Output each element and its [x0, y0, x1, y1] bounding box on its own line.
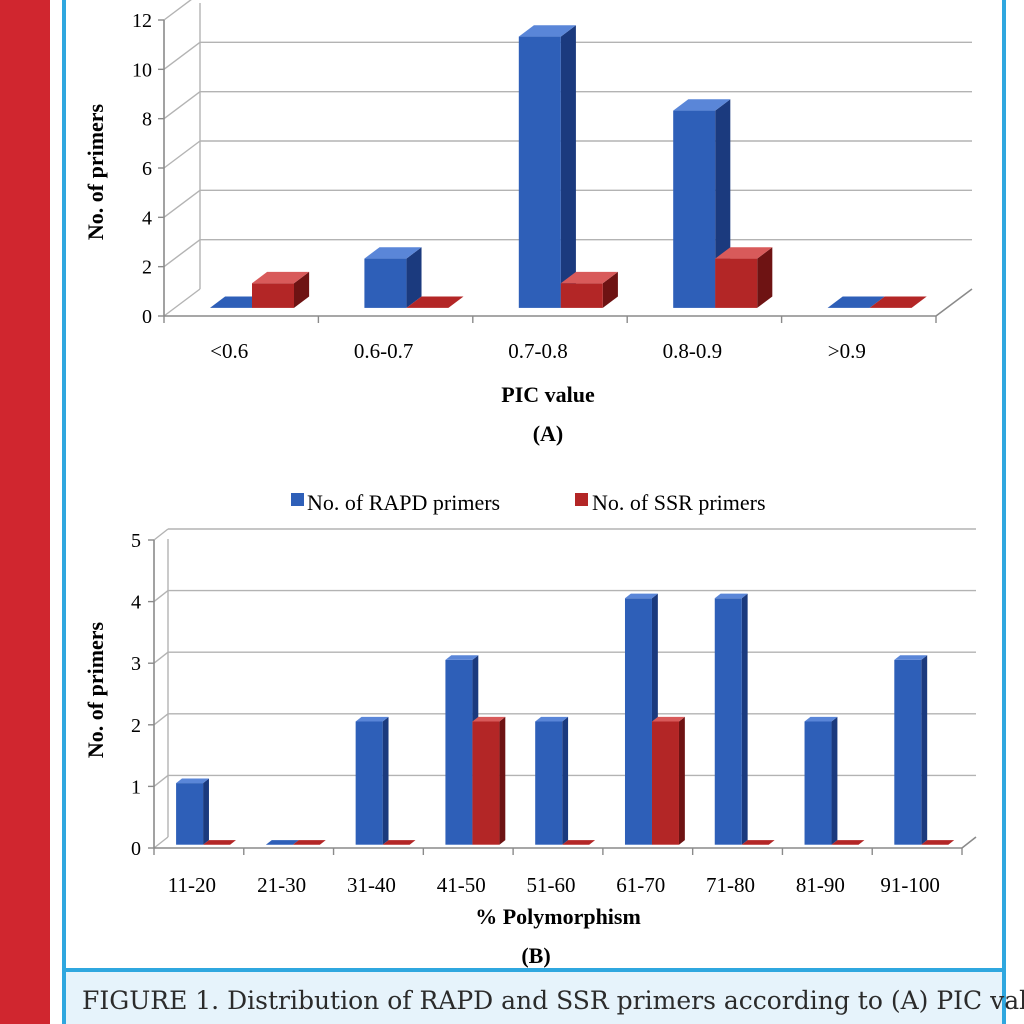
bar-ssr-61-70	[651, 716, 685, 845]
legend-label-rapd: No. of RAPD primers	[307, 490, 500, 515]
x-tick-label-a: >0.9	[828, 339, 866, 363]
y-tick-label-b: 3	[131, 653, 141, 675]
gridline-depth	[153, 528, 169, 541]
y-tick-label-b: 4	[131, 592, 141, 614]
y-tick-label-a: 4	[142, 207, 152, 229]
bar-ssr-0.7-0.8	[560, 271, 618, 308]
bar-rapd-81-90	[804, 716, 838, 845]
bar-rapd-21-30	[265, 840, 299, 845]
legend: No. of RAPD primers No. of SSR primers	[291, 490, 766, 515]
bar-ssr-<0.6	[252, 271, 310, 308]
x-tick-label-a: 0.8-0.9	[663, 339, 723, 363]
y-tick-label-b: 5	[131, 530, 141, 552]
bar-ssr-31-40	[382, 840, 416, 845]
bar-ssr-41-50	[472, 716, 506, 845]
y-tick-label-a: 6	[142, 158, 152, 180]
figure-caption: FIGURE 1. Distribution of RAPD and SSR p…	[62, 968, 1024, 1024]
gridline-depth	[153, 651, 169, 664]
x-tick-label-a: 0.6-0.7	[354, 339, 414, 363]
gridline-depth	[163, 189, 201, 218]
gridline-depth	[163, 0, 192, 21]
y-tick-label-a: 12	[132, 10, 152, 32]
bar-ssr-51-60	[562, 840, 596, 845]
gridline-depth	[153, 774, 169, 787]
x-axis-title-a: PIC value	[501, 382, 595, 407]
x-tick-label-b: 21-30	[257, 873, 306, 897]
x-tick-label-b: 51-60	[527, 873, 576, 897]
x-tick-label-a: 0.7-0.8	[508, 339, 568, 363]
y-tick-label-a: 10	[132, 59, 152, 81]
gridline-depth	[163, 91, 201, 120]
x-axis-title-b: % Polymorphism	[475, 904, 641, 929]
bar-ssr-71-80	[741, 840, 775, 845]
x-tick-label-b: 11-20	[168, 873, 216, 897]
bar-ssr-81-90	[831, 840, 865, 845]
bar-ssr-21-30	[292, 840, 326, 845]
gridline-depth	[163, 288, 201, 317]
bar-rapd-51-60	[535, 716, 569, 845]
bar-rapd-71-80	[714, 593, 748, 845]
legend-swatch-ssr	[575, 493, 588, 506]
bar-ssr-11-20	[203, 840, 236, 845]
bar-rapd-91-100	[894, 655, 928, 845]
bar-rapd->0.9	[827, 296, 885, 308]
chart-panel-b: 0 1 2 3 4 5 11-20 21-30 31-40 41-50 51-60 61-70 71-8…	[83, 528, 977, 968]
legend-swatch-rapd	[291, 493, 304, 506]
y-tick-label-b: 0	[131, 838, 141, 860]
gridline-depth	[153, 713, 169, 726]
x-tick-label-b: 81-90	[796, 873, 845, 897]
sidebar-accent	[0, 0, 50, 1024]
gridline-depth	[163, 140, 201, 169]
x-tick-label-b: 61-70	[616, 873, 665, 897]
bar-ssr-0.6-0.7	[406, 296, 464, 308]
x-tick-label-b: 91-100	[880, 873, 940, 897]
x-tick-label-b: 31-40	[347, 873, 396, 897]
bar-rapd-0.7-0.8	[518, 25, 576, 308]
bar-ssr->0.9	[869, 296, 927, 308]
gridline-depth	[153, 836, 169, 849]
y-axis-title-b: No. of primers	[83, 621, 108, 758]
gridline-depth	[163, 41, 201, 70]
bar-rapd-0.6-0.7	[364, 247, 422, 308]
panel-label-a: (A)	[533, 421, 564, 446]
bar-rapd-0.8-0.9	[673, 99, 731, 308]
x-tick-label-b: 71-80	[706, 873, 755, 897]
y-tick-label-b: 1	[131, 776, 141, 798]
bar-rapd-11-20	[176, 778, 209, 845]
caption-text: FIGURE 1. Distribution of RAPD and SSR p…	[82, 986, 1024, 1015]
chart-panel-a: 0 2 4 6 8 10 12 <0.6 0.6-0.7 0.7-0.8 0.8-0.9 >0.9 P…	[83, 0, 973, 446]
y-tick-label-b: 2	[131, 715, 141, 737]
gridline-depth	[163, 239, 201, 268]
y-tick-label-a: 8	[142, 109, 152, 131]
legend-label-ssr: No. of SSR primers	[592, 490, 766, 515]
bar-ssr-91-100	[921, 840, 955, 845]
x-tick-label-b: 41-50	[437, 873, 486, 897]
gridline-depth	[153, 590, 169, 603]
y-tick-label-a: 0	[142, 306, 152, 328]
x-tick-label-a: <0.6	[210, 339, 248, 363]
panel-label-b: (B)	[521, 943, 550, 968]
y-axis-title-a: No. of primers	[83, 103, 108, 240]
bar-rapd-31-40	[355, 716, 389, 845]
y-tick-label-a: 2	[142, 257, 152, 279]
bar-ssr-0.8-0.9	[715, 247, 773, 308]
